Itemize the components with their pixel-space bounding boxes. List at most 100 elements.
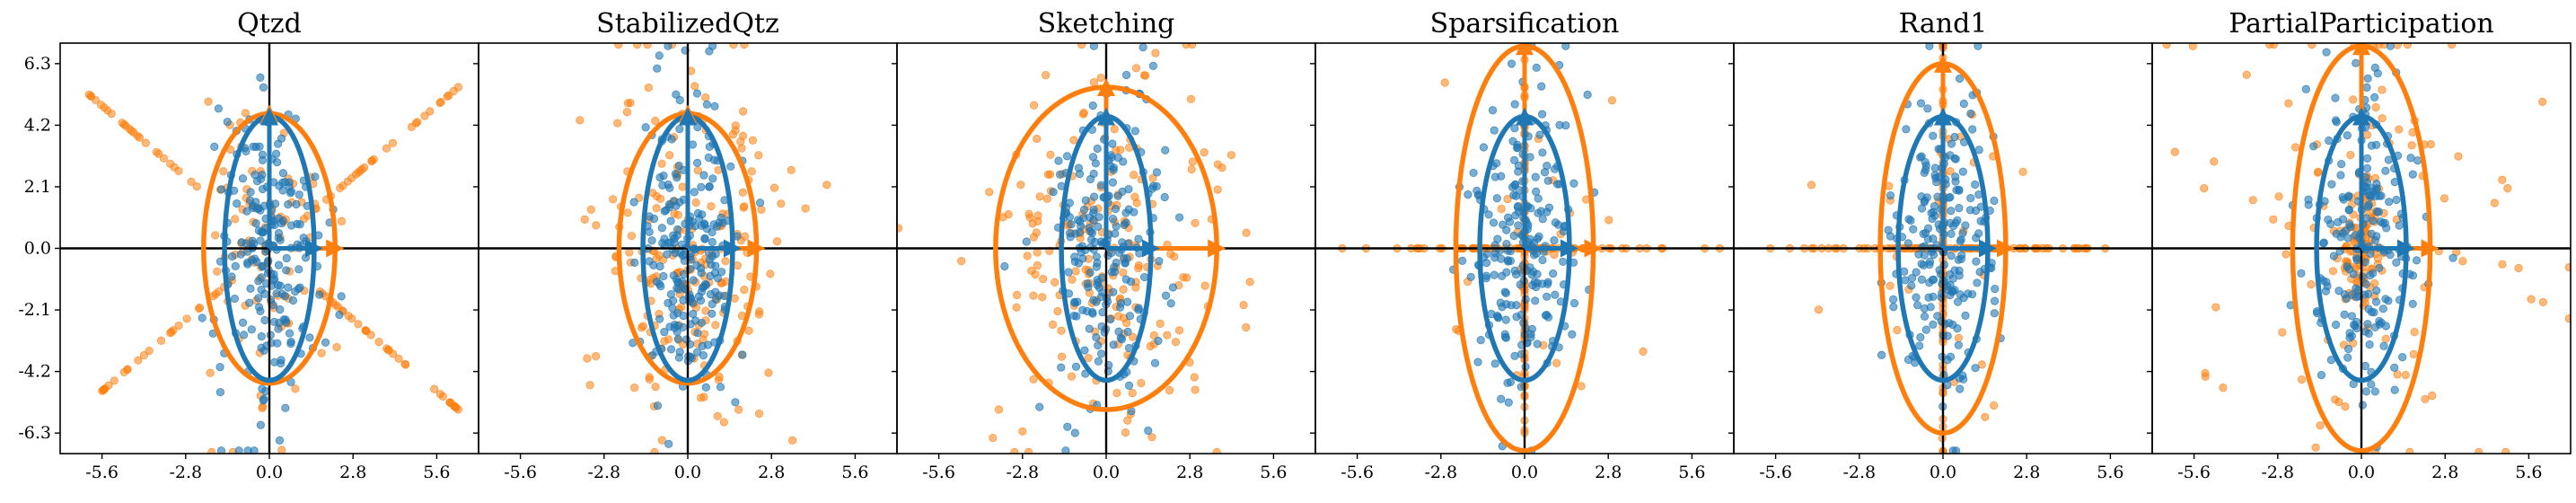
compressed-point [1024,447,1033,454]
compressed-point [2334,397,2343,407]
original-point [2343,344,2353,354]
original-point [1476,336,1485,345]
x-tick-label: -2.8 [1006,463,1039,482]
original-point [1091,159,1100,168]
original-point [2336,171,2345,180]
original-point [286,337,295,347]
compressed-point [728,129,738,139]
compressed-point [764,368,773,377]
original-point [701,383,710,392]
compressed-point [1024,209,1033,218]
original-point [2340,310,2349,319]
original-point [1175,213,1184,222]
original-point [1148,61,1157,71]
compressed-point [2281,250,2290,259]
original-point [1889,303,1898,312]
original-point [1530,251,1539,260]
compressed-point [623,208,632,217]
original-point [315,290,324,299]
original-point [1916,332,1925,342]
original-point [1957,251,1966,260]
compressed-point [1029,375,1038,384]
original-point [1537,82,1546,91]
original-point [216,446,226,454]
original-point [1109,340,1118,349]
compressed-point [737,144,746,153]
original-point [1947,229,1956,238]
original-point [2301,84,2310,93]
compressed-point [2211,303,2220,312]
original-point [2365,340,2374,349]
original-point [670,234,679,243]
original-point [693,329,702,338]
original-point [1096,181,1105,190]
original-point [1000,261,1009,271]
original-point [234,446,243,454]
original-point [649,214,659,224]
original-point [2378,304,2387,313]
original-point [2364,329,2373,338]
compressed-point [2409,349,2418,358]
original-point [1917,152,1926,161]
original-point [688,140,698,149]
compressed-point [1122,318,1131,328]
compressed-point [1137,378,1146,388]
original-point [674,353,683,362]
original-point [1938,288,1947,298]
original-point [1086,268,1095,278]
original-point [288,296,298,305]
original-point [1990,196,1999,206]
original-point [281,403,290,412]
original-point [254,294,263,303]
compressed-point [1954,333,1964,342]
compressed-point [2316,421,2325,430]
original-point [259,394,268,403]
original-point [228,252,237,261]
x-tick-label: 0.0 [256,463,283,482]
original-point [1555,120,1564,129]
compressed-point [754,409,764,419]
compressed-point [1057,326,1066,335]
compressed-point [734,405,743,414]
original-point [1583,90,1592,100]
compressed-point [897,224,903,233]
original-point [269,317,279,326]
original-point [1093,280,1102,289]
compressed-point [739,107,748,116]
original-point [2309,142,2318,151]
compressed-point [657,436,666,445]
compressed-point [657,159,666,168]
original-point [311,172,320,181]
original-point [708,237,717,247]
original-point [2331,116,2341,125]
original-point [2371,297,2381,306]
original-point [1948,222,1958,231]
original-point [1063,422,1072,431]
compressed-point [1607,96,1617,105]
original-point [2412,256,2422,265]
original-point [717,213,725,222]
x-tick-label: 0.0 [674,463,701,482]
original-point [1067,220,1076,229]
compressed-point [1012,303,1021,312]
compressed-point [2538,97,2547,106]
original-point [277,358,286,368]
compressed-point [2447,43,2457,49]
original-point [2361,258,2369,267]
compressed-point [2290,143,2300,152]
compressed-point [1134,263,1143,273]
compressed-point [2475,447,2484,454]
original-point [2363,320,2372,329]
compressed-point [1886,281,1895,290]
original-point [1123,297,1132,306]
original-point [1991,284,2000,294]
x-tick-label: -5.6 [922,463,955,482]
compressed-point [291,384,300,393]
panel-6: PartialParticipation -5.6 -2.8 0.0 2.8 5.6 [2147,8,2572,482]
original-point [276,305,285,314]
compressed-point [2490,199,2499,207]
original-point [1089,245,1098,254]
original-point [2344,205,2353,215]
plot-area [2152,43,2571,454]
original-point [1884,225,1893,234]
